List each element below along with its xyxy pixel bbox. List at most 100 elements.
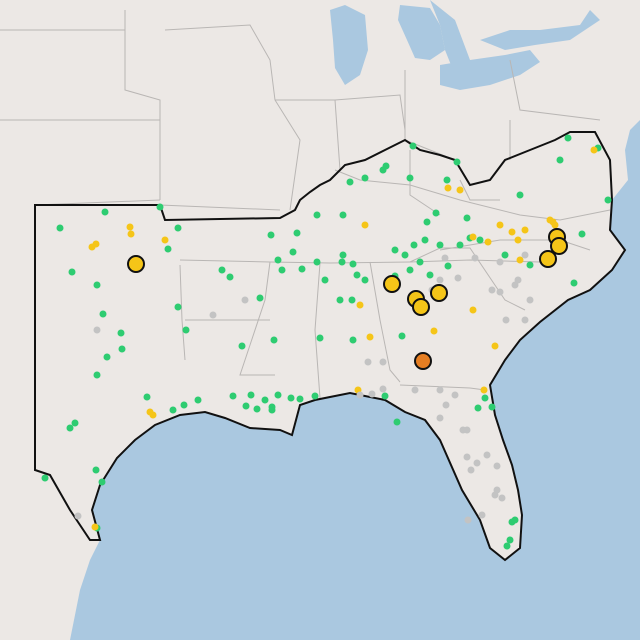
green-site-marker[interactable] [261, 396, 269, 404]
green-site-marker[interactable] [406, 266, 414, 274]
green-site-marker[interactable] [423, 218, 431, 226]
green-site-marker[interactable] [103, 353, 111, 361]
green-site-marker[interactable] [416, 258, 424, 266]
gray-site-marker[interactable] [467, 466, 475, 474]
green-site-marker[interactable] [296, 395, 304, 403]
gray-site-marker[interactable] [471, 254, 479, 262]
green-site-marker[interactable] [401, 251, 409, 259]
green-site-marker[interactable] [101, 208, 109, 216]
gray-site-marker[interactable] [442, 401, 450, 409]
gray-site-marker[interactable] [493, 462, 501, 470]
green-site-marker[interactable] [336, 296, 344, 304]
green-site-marker[interactable] [41, 474, 49, 482]
yellow-site-marker[interactable] [456, 186, 464, 194]
gray-site-marker[interactable] [526, 296, 534, 304]
green-site-marker[interactable] [444, 262, 452, 270]
green-site-marker[interactable] [604, 196, 612, 204]
gray-site-marker[interactable] [441, 254, 449, 262]
green-site-marker[interactable] [453, 158, 461, 166]
green-site-marker[interactable] [238, 342, 246, 350]
yellow-site-marker[interactable] [361, 221, 369, 229]
green-site-marker[interactable] [311, 392, 319, 400]
green-site-marker[interactable] [398, 332, 406, 340]
gray-site-marker[interactable] [436, 386, 444, 394]
green-site-marker[interactable] [253, 405, 261, 413]
large-yellow-site-marker[interactable] [539, 250, 557, 268]
green-site-marker[interactable] [463, 214, 471, 222]
green-site-marker[interactable] [511, 516, 519, 524]
gray-site-marker[interactable] [502, 316, 510, 324]
green-site-marker[interactable] [516, 191, 524, 199]
gray-site-marker[interactable] [488, 286, 496, 294]
green-site-marker[interactable] [406, 174, 414, 182]
green-site-marker[interactable] [268, 403, 276, 411]
green-site-marker[interactable] [321, 276, 329, 284]
green-site-marker[interactable] [242, 402, 250, 410]
green-site-marker[interactable] [391, 246, 399, 254]
large-yellow-site-marker[interactable] [383, 275, 401, 293]
green-site-marker[interactable] [226, 273, 234, 281]
gray-site-marker[interactable] [483, 451, 491, 459]
green-site-marker[interactable] [339, 211, 347, 219]
green-site-marker[interactable] [526, 261, 534, 269]
gray-site-marker[interactable] [464, 516, 472, 524]
gray-site-marker[interactable] [473, 459, 481, 467]
green-site-marker[interactable] [409, 142, 417, 150]
yellow-site-marker[interactable] [430, 327, 438, 335]
green-site-marker[interactable] [229, 392, 237, 400]
gray-site-marker[interactable] [436, 276, 444, 284]
yellow-site-marker[interactable] [469, 233, 477, 241]
green-site-marker[interactable] [118, 345, 126, 353]
yellow-site-marker[interactable] [521, 226, 529, 234]
large-orange-site-marker[interactable] [414, 352, 432, 370]
green-site-marker[interactable] [503, 542, 511, 550]
yellow-site-marker[interactable] [161, 236, 169, 244]
green-site-marker[interactable] [506, 536, 514, 544]
gray-site-marker[interactable] [478, 511, 486, 519]
green-site-marker[interactable] [267, 231, 275, 239]
green-site-marker[interactable] [361, 276, 369, 284]
gray-site-marker[interactable] [521, 251, 529, 259]
gray-site-marker[interactable] [74, 512, 82, 520]
green-site-marker[interactable] [426, 271, 434, 279]
green-site-marker[interactable] [289, 248, 297, 256]
green-site-marker[interactable] [180, 401, 188, 409]
yellow-site-marker[interactable] [514, 236, 522, 244]
green-site-marker[interactable] [143, 393, 151, 401]
green-site-marker[interactable] [93, 281, 101, 289]
green-site-marker[interactable] [570, 279, 578, 287]
green-site-marker[interactable] [338, 258, 346, 266]
green-site-marker[interactable] [99, 310, 107, 318]
green-site-marker[interactable] [194, 396, 202, 404]
green-site-marker[interactable] [156, 203, 164, 211]
green-site-marker[interactable] [443, 176, 451, 184]
green-site-marker[interactable] [556, 156, 564, 164]
green-site-marker[interactable] [117, 329, 125, 337]
yellow-site-marker[interactable] [127, 230, 135, 238]
yellow-site-marker[interactable] [491, 342, 499, 350]
yellow-site-marker[interactable] [508, 228, 516, 236]
green-site-marker[interactable] [56, 224, 64, 232]
green-site-marker[interactable] [278, 266, 286, 274]
green-site-marker[interactable] [432, 209, 440, 217]
gray-site-marker[interactable] [498, 494, 506, 502]
gray-site-marker[interactable] [496, 288, 504, 296]
yellow-site-marker[interactable] [590, 146, 598, 154]
green-site-marker[interactable] [349, 260, 357, 268]
green-site-marker[interactable] [346, 178, 354, 186]
green-site-marker[interactable] [313, 258, 321, 266]
yellow-site-marker[interactable] [444, 184, 452, 192]
gray-site-marker[interactable] [411, 386, 419, 394]
yellow-site-marker[interactable] [92, 240, 100, 248]
green-site-marker[interactable] [339, 251, 347, 259]
green-site-marker[interactable] [164, 245, 172, 253]
gray-site-marker[interactable] [514, 276, 522, 284]
green-site-marker[interactable] [488, 403, 496, 411]
green-site-marker[interactable] [274, 391, 282, 399]
gray-site-marker[interactable] [451, 391, 459, 399]
large-yellow-site-marker[interactable] [127, 255, 145, 273]
green-site-marker[interactable] [410, 241, 418, 249]
gray-site-marker[interactable] [209, 311, 217, 319]
gray-site-marker[interactable] [463, 453, 471, 461]
gray-site-marker[interactable] [459, 426, 467, 434]
